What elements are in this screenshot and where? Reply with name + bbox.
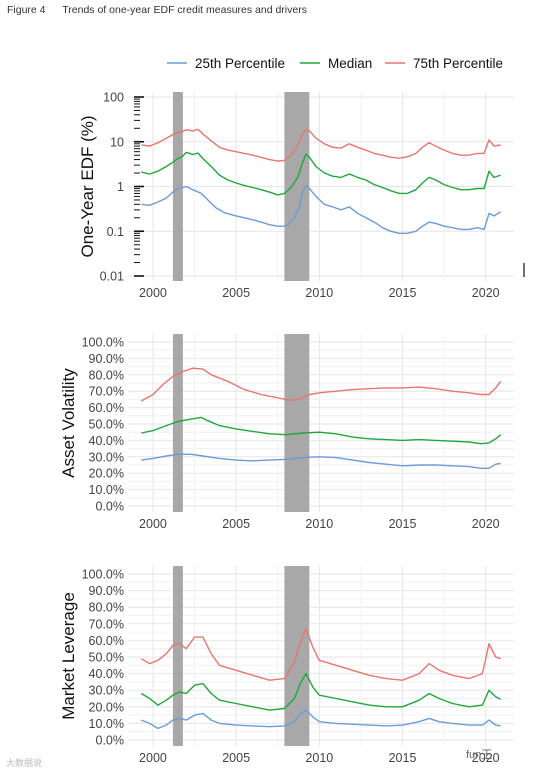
- x-tick-label: 2005: [222, 517, 250, 531]
- y-axis-title: Asset Volatility: [59, 368, 78, 478]
- chart-panel-1: 100 10 1 0.1 0.01 2000 2005 2010 2015 2020 One-Yea…: [78, 91, 525, 300]
- x-tick-label: 2005: [222, 751, 250, 765]
- y-tick-label: 70.0%: [89, 385, 124, 399]
- y-tick-label: 70.0%: [89, 617, 124, 631]
- series-line-25th-percentile: [141, 709, 501, 730]
- y-tick-label: 0.01: [100, 270, 124, 284]
- x-tick-label: 2010: [305, 517, 333, 531]
- y-tick-label: 0.0%: [96, 734, 125, 748]
- y-tick-label: 80.0%: [89, 368, 124, 382]
- series-line-75th-percentile: [141, 128, 501, 162]
- series-line-median: [141, 151, 501, 196]
- chart-legend: 25th Percentile Median 75th Percentile: [167, 56, 503, 71]
- figure-number: Figure 4: [7, 4, 46, 16]
- x-tick-label: 2020: [472, 751, 500, 765]
- x-tick-label: 2005: [222, 286, 250, 300]
- x-tick-label: 2020: [472, 517, 500, 531]
- y-tick-label: 1: [117, 180, 124, 194]
- x-tick-label: 2000: [139, 751, 167, 765]
- y-tick-label: 10.0%: [89, 717, 124, 731]
- y-tick-label: 90.0%: [89, 584, 124, 598]
- y-tick-label: 40.0%: [89, 434, 124, 448]
- y-tick-label: 0.0%: [96, 500, 125, 514]
- x-tick-label: 2010: [305, 751, 333, 765]
- watermark-right: fun王: [466, 749, 493, 761]
- x-tick-label: 2015: [389, 751, 417, 765]
- x-tick-label: 2015: [389, 286, 417, 300]
- y-tick-label: 10: [110, 135, 124, 149]
- y-tick-label: 60.0%: [89, 634, 124, 648]
- y-tick-label: 50.0%: [89, 651, 124, 665]
- legend-label: 75th Percentile: [413, 56, 503, 71]
- y-tick-label: 40.0%: [89, 667, 124, 681]
- y-axis-title: One-Year EDF (%): [78, 115, 97, 257]
- chart-panel-2: 100.0% 90.0% 80.0% 70.0% 60.0% 50.0% 40.0% 30.0…: [59, 334, 514, 531]
- y-tick-label: 80.0%: [89, 601, 124, 615]
- y-axis-title: Market Leverage: [59, 592, 78, 720]
- y-tick-label: 30.0%: [89, 684, 124, 698]
- series-line-75th-percentile: [140, 367, 502, 402]
- x-tick-label: 2000: [139, 517, 167, 531]
- figure-caption: Figure 4 Trends of one-year EDF credit m…: [7, 4, 307, 16]
- legend-label: Median: [328, 56, 372, 71]
- figure-title: Trends of one-year EDF credit measures a…: [62, 4, 307, 16]
- recession-band: [172, 334, 183, 512]
- y-tick-label: 30.0%: [89, 450, 124, 464]
- y-tick-label: 60.0%: [89, 401, 124, 415]
- y-tick-label: 10.0%: [89, 483, 124, 497]
- y-tick-label: 50.0%: [89, 418, 124, 432]
- y-tick-label: 0.1: [107, 225, 124, 239]
- y-tick-label: 100: [103, 91, 124, 105]
- y-tick-label: 100.0%: [82, 568, 124, 582]
- y-tick-label: 90.0%: [89, 352, 124, 366]
- chart-panel-3: 100.0% 90.0% 80.0% 70.0% 60.0% 50.0% 40.0% 30.0…: [59, 566, 514, 765]
- y-tick-label: 20.0%: [89, 700, 124, 714]
- watermark-left: 大数据说: [6, 758, 43, 768]
- y-tick-label: 100.0%: [82, 336, 124, 350]
- x-tick-label: 2020: [472, 286, 500, 300]
- x-tick-label: 2010: [305, 286, 333, 300]
- series-line-25th-percentile: [141, 453, 501, 469]
- series-line-median: [141, 416, 502, 445]
- recession-band: [172, 566, 183, 746]
- series-line-median: [140, 672, 502, 711]
- series-line-25th-percentile: [141, 184, 502, 235]
- recession-band: [172, 92, 183, 281]
- series-line-75th-percentile: [140, 628, 501, 681]
- x-tick-label: 2000: [139, 286, 167, 300]
- recession-band: [284, 334, 310, 512]
- legend-label: 25th Percentile: [195, 56, 285, 71]
- x-tick-label: 2015: [389, 517, 417, 531]
- y-tick-label: 20.0%: [89, 467, 124, 481]
